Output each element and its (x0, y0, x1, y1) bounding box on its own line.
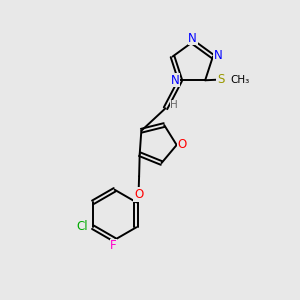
Text: F: F (110, 239, 117, 252)
Text: N: N (188, 32, 197, 45)
Text: H: H (170, 100, 178, 110)
Text: O: O (134, 188, 143, 201)
Text: Cl: Cl (76, 220, 88, 232)
Text: S: S (217, 73, 224, 86)
Text: N: N (171, 74, 180, 87)
Text: O: O (177, 138, 187, 151)
Text: N: N (214, 49, 222, 62)
Text: CH₃: CH₃ (230, 75, 249, 85)
